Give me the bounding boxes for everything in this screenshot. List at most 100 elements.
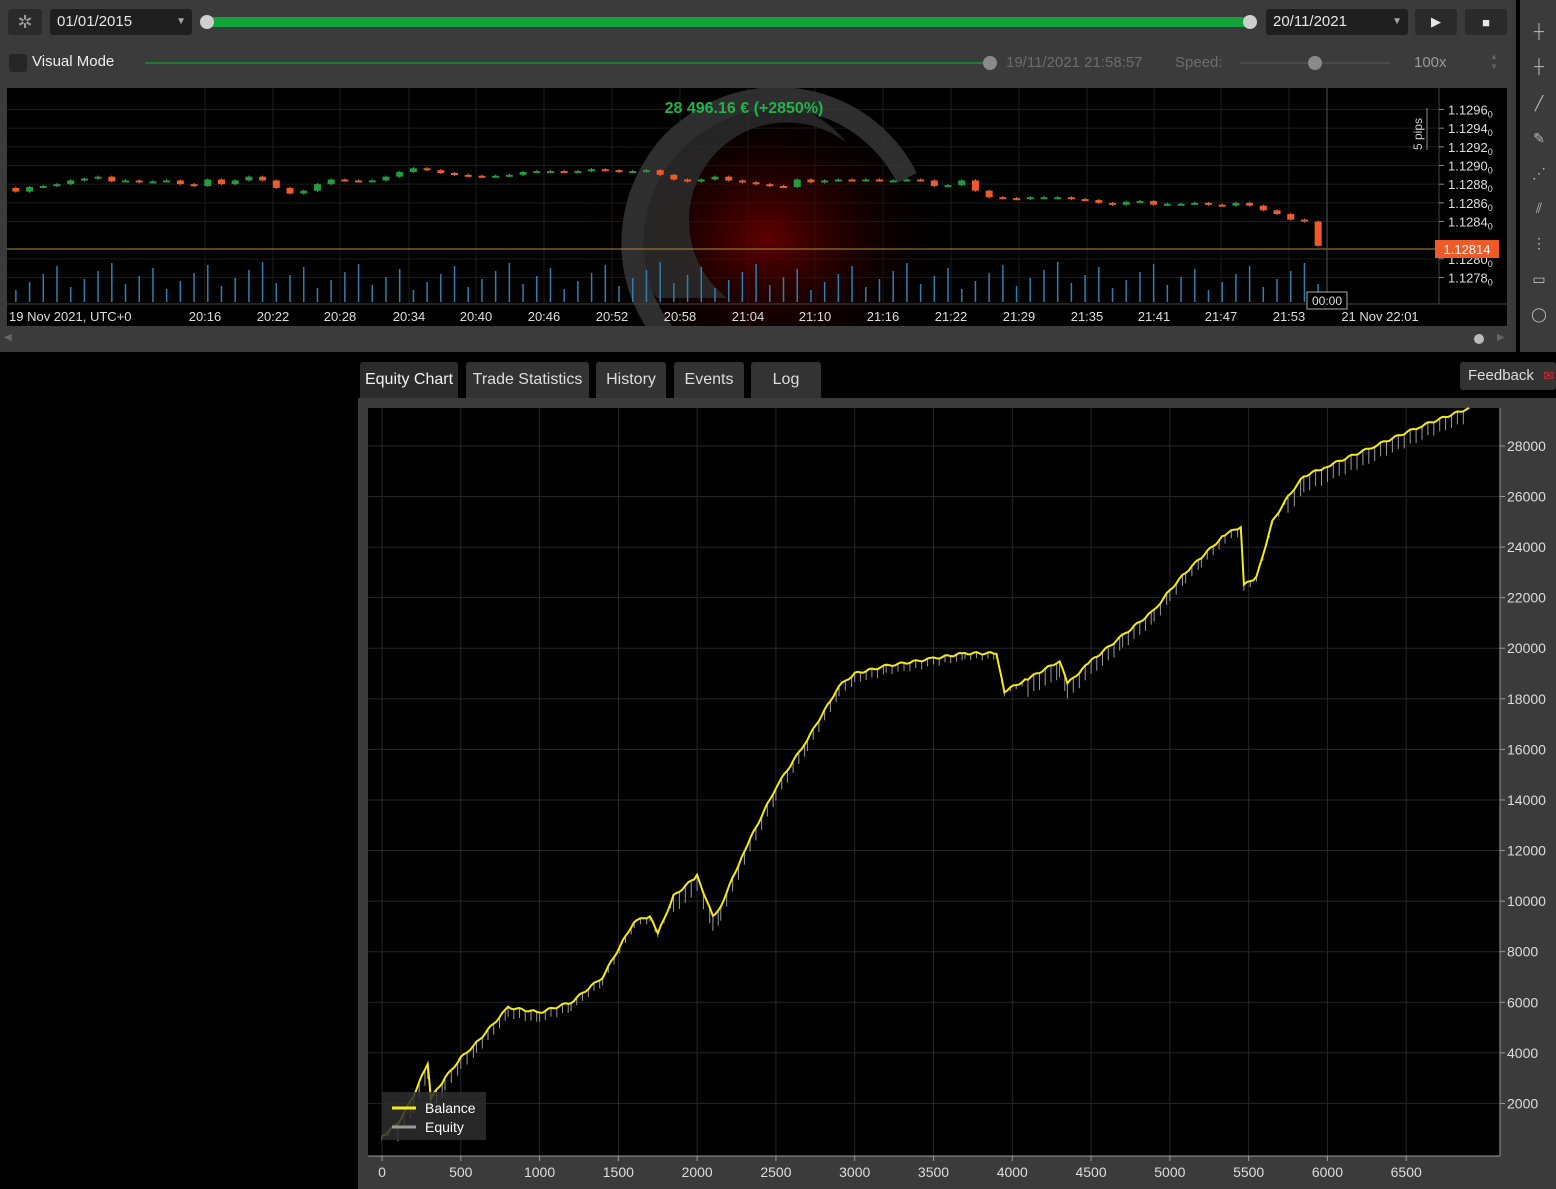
drawing-toolbar: ┼ ┼ ╱ ✎ ⋰ ⫽ ⋮ ▭ ◯ xyxy=(1520,0,1556,352)
y-tick-label: 18000 xyxy=(1507,691,1546,707)
candle-body xyxy=(149,181,157,184)
play-button[interactable]: ▶ xyxy=(1415,9,1457,35)
candle-body xyxy=(711,176,719,180)
time-tick-label: 21:29 xyxy=(1003,309,1036,324)
range-start-handle[interactable] xyxy=(200,15,214,29)
candle-body xyxy=(26,186,34,192)
candle-body xyxy=(409,168,417,173)
time-tick-label: 21:35 xyxy=(1071,309,1104,324)
candle-body xyxy=(1054,197,1062,200)
ray-tool-icon[interactable]: ✎ xyxy=(1533,130,1545,146)
x-tick-label: 6500 xyxy=(1391,1164,1422,1180)
candle-body xyxy=(300,190,308,194)
y-tick-label: 6000 xyxy=(1507,994,1538,1010)
candle-body xyxy=(684,179,692,182)
candle-body xyxy=(1026,197,1034,200)
candle-body xyxy=(588,169,596,172)
x-tick-label: 500 xyxy=(449,1164,473,1180)
scroll-right-icon[interactable]: ▶ xyxy=(1497,332,1505,343)
crosshair-icon[interactable]: ┼ xyxy=(1534,23,1544,39)
pips-scale-label: 5 pips xyxy=(1411,118,1425,150)
candle-body xyxy=(80,178,88,181)
candle-body xyxy=(944,185,952,188)
scroll-handle[interactable] xyxy=(1474,334,1484,344)
scroll-left-icon[interactable]: ◀ xyxy=(4,332,12,343)
tab-log[interactable]: Log xyxy=(751,362,821,398)
candle-body xyxy=(738,180,746,183)
x-tick-label: 1500 xyxy=(603,1164,634,1180)
price-tick-subscript: 0 xyxy=(1488,278,1493,288)
time-tick-label: 20:46 xyxy=(528,309,561,324)
time-tick-label: 20:22 xyxy=(257,309,290,324)
candle-body xyxy=(1259,205,1267,211)
speed-handle[interactable] xyxy=(1308,56,1322,70)
price-axis xyxy=(1439,88,1507,304)
candle-body xyxy=(1191,202,1199,205)
price-tick-subscript: 0 xyxy=(1488,259,1493,269)
candle-body xyxy=(1150,200,1158,205)
candle-body xyxy=(12,187,20,192)
line-tool-icon[interactable]: ╱ xyxy=(1534,95,1544,111)
end-date-picker[interactable]: 20/11/2021 ▼ xyxy=(1266,9,1408,35)
price-tick-subscript: 0 xyxy=(1488,128,1493,138)
feedback-button[interactable]: Feedback ✉ xyxy=(1460,362,1556,390)
x-tick-label: 3000 xyxy=(839,1164,870,1180)
candle-body xyxy=(1095,200,1103,203)
y-tick-label: 22000 xyxy=(1507,590,1546,606)
time-tick-label: 20:40 xyxy=(460,309,493,324)
rectangle-tool-icon[interactable]: ▭ xyxy=(1532,271,1546,287)
candle-body xyxy=(862,179,870,182)
candle-body xyxy=(629,171,637,174)
x-tick-label: 0 xyxy=(378,1164,386,1180)
candle-body xyxy=(53,184,61,187)
gear-icon[interactable]: ✲ xyxy=(8,9,42,35)
visual-mode-checkbox[interactable] xyxy=(9,54,27,72)
speed-spinner[interactable]: ▲ ▼ xyxy=(1490,52,1498,71)
candle-body xyxy=(341,179,349,182)
stop-button[interactable]: ■ xyxy=(1465,9,1507,35)
candle-body xyxy=(1163,203,1171,206)
tab-trade-statistics[interactable]: Trade Statistics xyxy=(466,362,589,398)
price-tick-label: 1.12900 xyxy=(1448,158,1493,175)
candle-body xyxy=(122,180,130,183)
levels-icon[interactable]: ⋮ xyxy=(1532,235,1546,251)
candle-body xyxy=(176,180,184,185)
price-tick-subscript: 0 xyxy=(1488,203,1493,213)
tab-history[interactable]: History xyxy=(596,362,666,398)
candle-body xyxy=(437,170,445,173)
price-tick-subscript: 0 xyxy=(1488,184,1493,194)
candle-body xyxy=(985,190,993,198)
candle-body xyxy=(1246,202,1254,206)
chart-horizontal-scroll[interactable]: ◀ ▶ xyxy=(0,331,1516,349)
price-tick-subscript: 0 xyxy=(1488,109,1493,119)
range-end-handle[interactable] xyxy=(1243,15,1257,29)
candle-body xyxy=(917,179,925,182)
candle-body xyxy=(327,179,335,185)
candle-body xyxy=(1081,199,1089,202)
ellipse-tool-icon[interactable]: ◯ xyxy=(1531,306,1547,322)
x-tick-label: 2500 xyxy=(760,1164,791,1180)
channel-tool-icon[interactable]: ⫽ xyxy=(1535,200,1543,216)
price-tick-subscript: 0 xyxy=(1488,222,1493,232)
x-tick-label: 1000 xyxy=(524,1164,555,1180)
time-tick-label: 21:04 xyxy=(732,309,765,324)
equity-chart[interactable]: 2000400060008000100001200014000160001800… xyxy=(358,398,1556,1189)
start-date-picker[interactable]: 01/01/2015 ▼ xyxy=(50,9,192,35)
tab-equity-chart[interactable]: Equity Chart xyxy=(360,362,458,398)
x-tick-label: 5000 xyxy=(1154,1164,1185,1180)
progress-handle[interactable] xyxy=(983,56,997,70)
tab-events[interactable]: Events xyxy=(674,362,744,398)
measure-icon[interactable]: ┼ xyxy=(1534,58,1544,74)
y-tick-label: 14000 xyxy=(1507,792,1546,808)
price-tick-label: 1.12940 xyxy=(1448,121,1493,138)
crosshair-time: 00:00 xyxy=(1312,294,1342,308)
fibonacci-icon[interactable]: ⋰ xyxy=(1532,165,1546,181)
x-tick-label: 4000 xyxy=(997,1164,1028,1180)
candle-body xyxy=(670,174,678,180)
chevron-down-icon: ▼ xyxy=(1392,16,1402,27)
date-range-slider[interactable] xyxy=(207,17,1251,27)
candle-body xyxy=(1177,203,1185,206)
price-tick-label: 1.12880 xyxy=(1448,177,1493,194)
candle-body xyxy=(1122,201,1130,205)
